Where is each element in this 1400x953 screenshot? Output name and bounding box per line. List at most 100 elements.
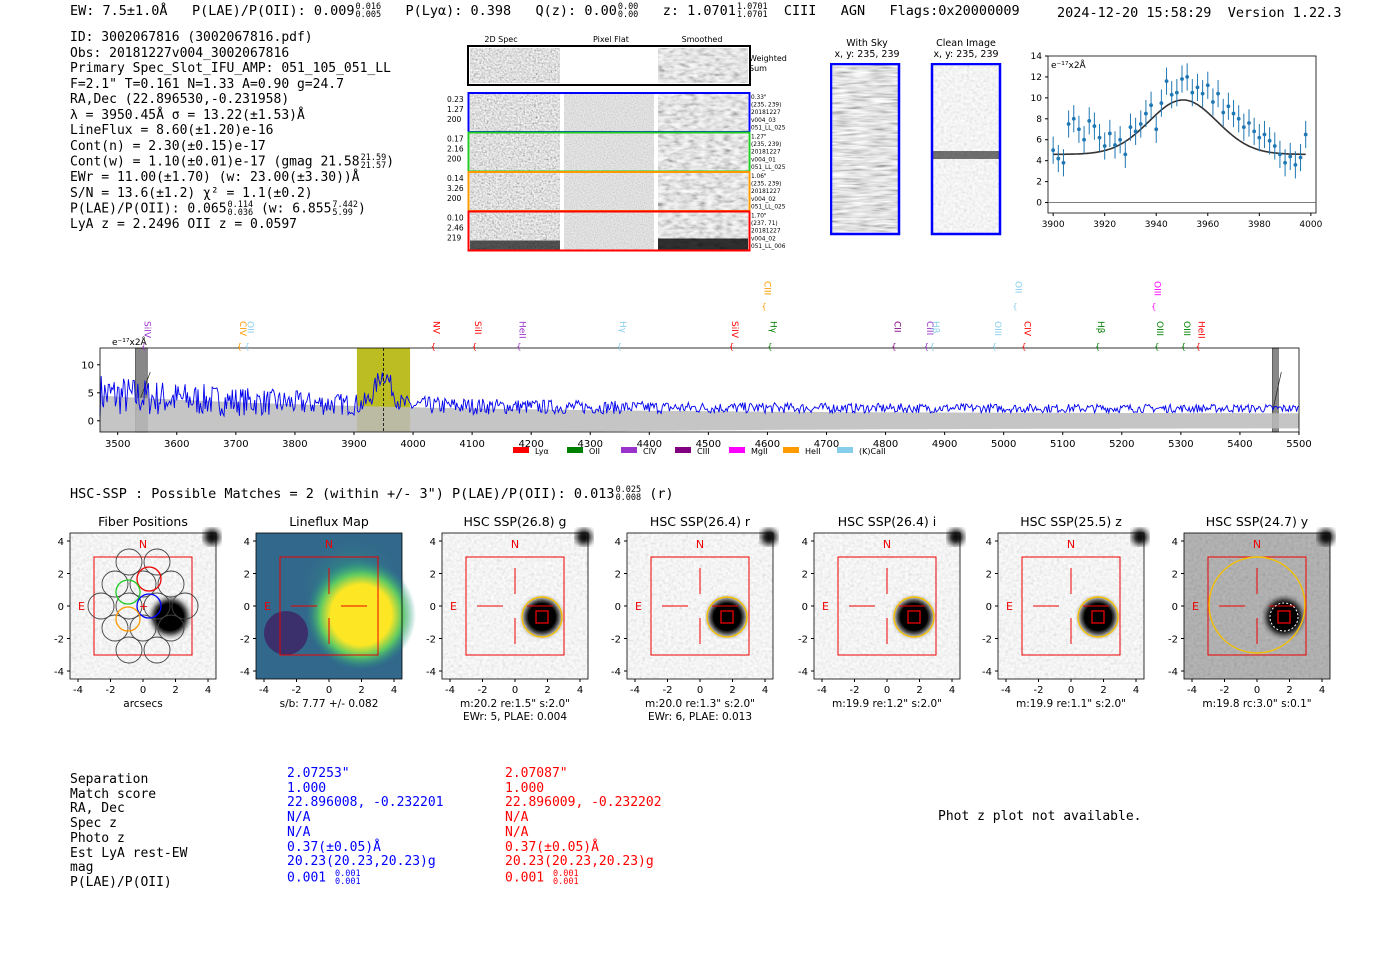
hsc-aperture-box <box>279 556 379 656</box>
hsc-ytick-label: 0 <box>1172 602 1178 613</box>
hsc-match-ellipse <box>1208 556 1306 654</box>
zoom-data-point <box>1077 127 1081 132</box>
hsc-east-label: E <box>264 600 271 613</box>
cutout-row-stat: 1.27 <box>447 105 464 114</box>
spectrum-ytick-label: 5 <box>88 388 94 399</box>
header-version: Version 1.22.3 <box>1227 5 1342 21</box>
zoom-data-point <box>1133 129 1138 134</box>
svg-text:SiIV: SiIV <box>729 321 739 339</box>
hsc-xtick-label: 4 <box>1319 685 1325 696</box>
match-label: mag <box>70 860 94 876</box>
match-label: RA, Dec <box>70 801 125 817</box>
hsc-match-marker <box>720 610 734 624</box>
match-red-values: 2.07087" 1.000 22.896009, -0.232202 N/A N/A 0… <box>505 766 662 886</box>
info-ewr: EWr = 11.00(±1.70) (w: 23.00(±3.30))Å <box>70 170 360 185</box>
zoom-data-point <box>1159 101 1164 105</box>
match-value: 22.896008, -0.232201 <box>287 795 444 811</box>
hsc-xtick-label: 4 <box>1133 685 1139 696</box>
zoom-data-point <box>1174 90 1179 95</box>
info-radec: RA,Dec (22.896530,-0.231958) <box>70 92 290 107</box>
cutout-row-meta: (235, 239) <box>751 142 781 148</box>
zoom-data-point <box>1066 122 1071 126</box>
spectrum-line-label: CIV { <box>1021 321 1031 351</box>
spectrum-xtick-label: 5500 <box>1286 439 1311 450</box>
hsc-panel-title: HSC SSP(26.4) i <box>838 514 936 529</box>
hsc-xtick-label: -4 <box>73 685 83 696</box>
spectrum-xtick-label: 5000 <box>991 439 1016 450</box>
zoom-data-point <box>1221 110 1226 115</box>
zoom-data-point <box>1082 137 1086 142</box>
match-label: Photo z <box>70 830 125 846</box>
info-cont-w: Cont(w) = 1.10(±0.01)e-17 (gmag 21.58 21.… <box>70 153 395 171</box>
cutout-row-meta: 051_LL_006 <box>751 244 786 250</box>
zoom-data-point <box>1097 135 1102 140</box>
hsc-panel-frame <box>997 532 1145 680</box>
hsc-aperture-box <box>1021 556 1121 656</box>
header-line-id: CIII <box>783 3 817 19</box>
fiber-circle <box>143 592 171 620</box>
svg-text:NV: NV <box>431 321 441 335</box>
spectrum-line-label: Hγ { <box>767 321 777 351</box>
cutout-smoothed <box>658 94 748 131</box>
svg-text:{: { <box>516 342 521 351</box>
zoom-data-point <box>1056 156 1061 161</box>
hsc-ytick-label: 2 <box>58 570 64 581</box>
hsc-ytick-label: 0 <box>986 602 992 613</box>
hsc-ytick-label: 2 <box>430 570 436 581</box>
header-agn: AGN <box>840 3 866 19</box>
hsc-ytick-label: -2 <box>240 635 250 646</box>
zoom-data-point <box>1278 152 1282 157</box>
cutout-smoothed <box>658 173 748 210</box>
hsc-ytick-label: 0 <box>802 602 808 613</box>
fiber-orange <box>115 606 141 632</box>
svg-text:CIV: CIV <box>237 321 247 337</box>
hsc-cutout-image <box>627 533 773 679</box>
spectrum-error-band <box>100 395 1299 432</box>
cutout-row-meta: 051_LL_025 <box>751 125 786 131</box>
hsc-ytick-label: 4 <box>58 537 64 548</box>
zoom-gaussian-fit <box>1053 99 1306 156</box>
cutout-row-stat: 200 <box>447 155 462 164</box>
header-plae-range: 0.016 0.005 <box>355 2 382 20</box>
cutout-row-meta: 1.27" <box>751 135 767 141</box>
info-lineflux: LineFlux = 8.60(±1.20)e-16 <box>70 123 274 138</box>
spectrum-legend-item: MgII <box>729 447 768 456</box>
hsc-ytick-label: 4 <box>244 537 250 548</box>
svg-text:{: { <box>729 342 734 351</box>
match-value: 1.000 <box>505 780 545 796</box>
weighted-sum-label: Weighted <box>749 54 787 63</box>
cutout-row-meta: 20181227 <box>751 150 781 156</box>
match-value: N/A <box>287 824 311 840</box>
zoom-data-point <box>1200 91 1205 96</box>
info-primary: Primary Spec_Slot_IFU_AMP: 051_105_051_L… <box>70 61 391 76</box>
svg-text:{: { <box>1181 342 1186 351</box>
spectrum-legend-item: HeII <box>783 447 821 456</box>
zoom-data-point <box>1092 124 1097 129</box>
hsc-ytick-label: 4 <box>615 537 621 548</box>
hsc-xtick-label: 2 <box>172 685 178 696</box>
cutout-pixel-flat <box>564 173 654 210</box>
cutout-row-meta: 051_LL_025 <box>751 165 786 171</box>
header-timestamp: 2024-12-20 15:58:29 <box>1057 5 1212 21</box>
cutout-pixel-flat <box>564 94 654 131</box>
svg-text:Hγ: Hγ <box>767 321 777 334</box>
header-summary: EW: 7.5±1.0Å P(LAE)/P(OII): 0.009 0.016 0.… <box>70 2 1020 20</box>
svg-text:{: { <box>761 302 766 311</box>
zoom-data-point <box>1247 121 1251 125</box>
zoom-xtick-label: 4000 <box>1299 220 1322 230</box>
cutout-row-meta: 1.06" <box>751 174 767 180</box>
fiber-circle <box>157 614 185 642</box>
zoom-data-point <box>1293 162 1298 167</box>
detection-info: ID: 3002067816 (3002067816.pdf) Obs: 201… <box>70 30 394 233</box>
hsc-match-ellipse <box>706 596 748 638</box>
zoom-data-point <box>1071 116 1076 121</box>
zoom-data-point <box>1226 104 1231 109</box>
zoom-data-point <box>1154 127 1159 132</box>
hsc-panel-2: Lineflux Map -4 4 -2 2 0 0 2 -2 4 -4 N Es/b: 7.77 +/… <box>240 514 416 710</box>
zoom-data-point <box>1211 100 1215 104</box>
hsc-ytick-label: 2 <box>802 570 808 581</box>
match-value: 0.37(±0.05)Å <box>287 839 381 855</box>
